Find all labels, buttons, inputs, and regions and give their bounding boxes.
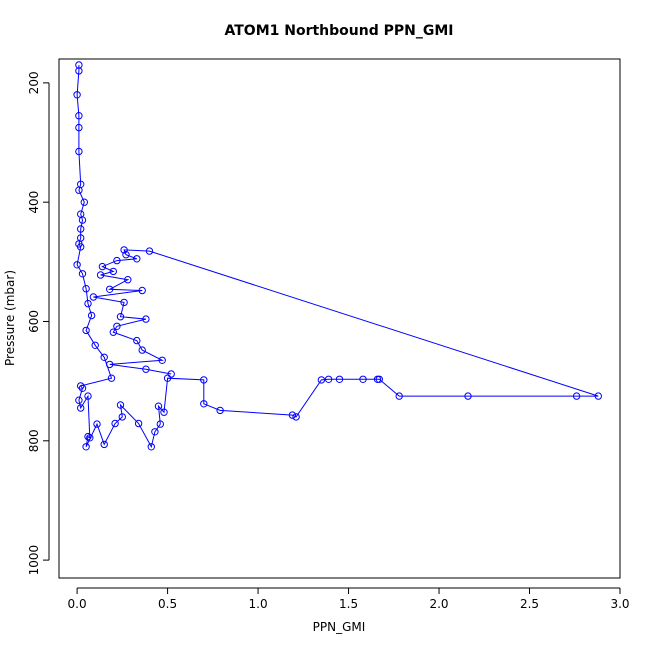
x-tick-label: 2.0 — [429, 597, 448, 611]
data-point — [77, 225, 85, 233]
data-point — [138, 346, 146, 354]
data-point — [359, 375, 367, 383]
data-point — [93, 420, 101, 428]
data-point — [216, 406, 224, 415]
data-point — [82, 326, 90, 335]
data-point — [154, 402, 163, 410]
y-tick-label: 800 — [27, 429, 41, 452]
y-tick-label: 400 — [27, 191, 41, 214]
data-point — [111, 419, 119, 428]
data-point — [122, 251, 130, 259]
data-point — [292, 413, 300, 421]
data-point — [147, 443, 156, 451]
data-point — [288, 411, 297, 419]
data-point — [100, 353, 108, 361]
data-point — [73, 261, 81, 269]
data-point — [395, 392, 403, 400]
data-point — [87, 311, 96, 320]
y-axis-label: Pressure (mbar) — [3, 270, 17, 366]
data-point — [200, 376, 208, 384]
data-point — [75, 123, 83, 132]
data-point — [464, 392, 472, 400]
x-tick-label: 0.0 — [68, 597, 87, 611]
data-point — [80, 198, 89, 206]
data-point — [572, 392, 581, 400]
data-point — [96, 271, 105, 279]
x-tick-label: 1.0 — [249, 597, 268, 611]
data-point — [100, 440, 108, 449]
data-point — [145, 247, 154, 255]
chart-title: ATOM1 Northbound PPN_GMI — [225, 23, 454, 39]
data-point — [106, 360, 114, 369]
x-tick-label: 1.5 — [339, 597, 358, 611]
data-point — [78, 270, 87, 278]
data-point — [324, 375, 333, 383]
x-axis: 0.0 0.5 1.0 1.5 2.0 2.5 3.0 — [68, 587, 630, 611]
x-tick-label: 3.0 — [610, 597, 629, 611]
data-point — [75, 396, 83, 404]
data-point — [335, 375, 344, 383]
data-point — [75, 147, 83, 156]
data-point — [116, 401, 125, 409]
data-point — [120, 298, 128, 307]
data-point — [91, 341, 99, 349]
data-point — [82, 443, 90, 451]
y-tick-label: 600 — [27, 310, 41, 333]
data-point — [142, 365, 150, 373]
data-point — [84, 299, 92, 308]
series-layer — [73, 61, 602, 451]
y-tick-label: 1000 — [27, 545, 41, 576]
data-point — [134, 419, 143, 428]
data-point — [106, 285, 114, 293]
data-point — [138, 286, 146, 295]
data-point — [133, 336, 141, 345]
x-tick-label: 0.5 — [158, 597, 177, 611]
data-point — [109, 328, 118, 336]
data-point — [73, 91, 81, 99]
data-point — [78, 384, 87, 392]
data-point — [75, 112, 83, 120]
data-point — [82, 285, 90, 293]
data-point — [120, 246, 128, 254]
data-point — [151, 428, 159, 436]
data-point — [84, 392, 92, 400]
data-point — [77, 243, 85, 251]
x-tick-label: 2.5 — [520, 597, 539, 611]
data-point — [156, 420, 165, 428]
x-axis-label: PPN_GMI — [313, 620, 366, 634]
data-point — [163, 374, 172, 382]
data-point — [77, 404, 85, 412]
data-point — [84, 432, 92, 441]
data-point — [113, 256, 121, 265]
data-point — [77, 382, 85, 390]
data-point — [86, 434, 94, 442]
data-point — [75, 67, 83, 75]
data-point — [167, 370, 175, 378]
plot-frame — [58, 58, 621, 579]
data-point — [98, 262, 107, 271]
data-point — [78, 216, 87, 224]
y-axis: 200 400 600 800 1000 — [27, 71, 50, 576]
data-point — [124, 276, 132, 284]
data-point — [142, 315, 150, 323]
data-point — [594, 392, 602, 400]
data-point — [118, 413, 127, 421]
data-point — [200, 400, 208, 408]
data-point — [158, 356, 166, 364]
y-tick-label: 200 — [27, 71, 41, 94]
data-point — [107, 374, 116, 382]
data-point — [160, 408, 168, 416]
data-point — [109, 267, 118, 276]
data-point — [317, 376, 326, 384]
data-point — [375, 375, 383, 383]
data-point — [89, 293, 98, 301]
data-point — [133, 255, 141, 263]
data-point — [113, 322, 121, 330]
data-point — [75, 186, 83, 194]
data-point — [116, 313, 125, 321]
series-line — [76, 65, 599, 449]
